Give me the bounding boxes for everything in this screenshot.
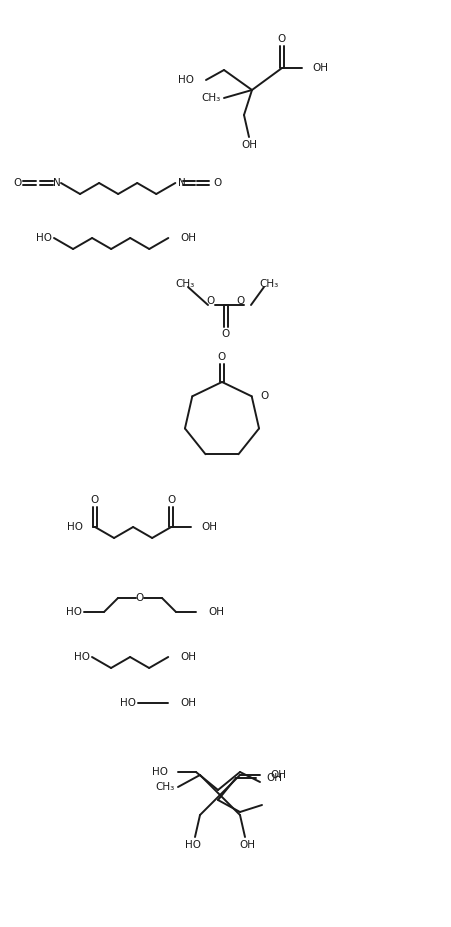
Text: O: O: [136, 593, 144, 603]
Text: O: O: [207, 296, 215, 306]
Text: O: O: [213, 178, 221, 188]
Text: HO: HO: [178, 75, 193, 85]
Text: O: O: [277, 34, 285, 44]
Text: OH: OH: [180, 233, 196, 243]
Text: O: O: [221, 329, 230, 339]
Text: OH: OH: [311, 63, 327, 73]
Text: HO: HO: [184, 840, 201, 850]
Text: OH: OH: [269, 770, 285, 780]
Text: O: O: [217, 352, 226, 362]
Text: OH: OH: [207, 607, 224, 617]
Text: HO: HO: [67, 522, 83, 532]
Text: OH: OH: [201, 522, 217, 532]
Text: HO: HO: [74, 652, 90, 662]
Text: OH: OH: [179, 698, 196, 708]
Text: OH: OH: [265, 773, 281, 783]
Text: HO: HO: [152, 767, 168, 777]
Text: O: O: [167, 495, 175, 505]
Text: O: O: [14, 178, 22, 188]
Text: CH₃: CH₃: [156, 782, 175, 792]
Text: OH: OH: [239, 840, 254, 850]
Text: OH: OH: [240, 140, 257, 150]
Text: N: N: [53, 178, 61, 188]
Text: CH₃: CH₃: [259, 279, 278, 289]
Text: HO: HO: [36, 233, 52, 243]
Text: O: O: [91, 495, 99, 505]
Text: HO: HO: [66, 607, 82, 617]
Text: OH: OH: [180, 652, 196, 662]
Text: CH₃: CH₃: [201, 93, 221, 103]
Text: O: O: [236, 296, 244, 306]
Text: HO: HO: [120, 698, 136, 708]
Text: CH₃: CH₃: [175, 279, 194, 289]
Text: N: N: [178, 178, 186, 188]
Text: O: O: [260, 391, 268, 401]
